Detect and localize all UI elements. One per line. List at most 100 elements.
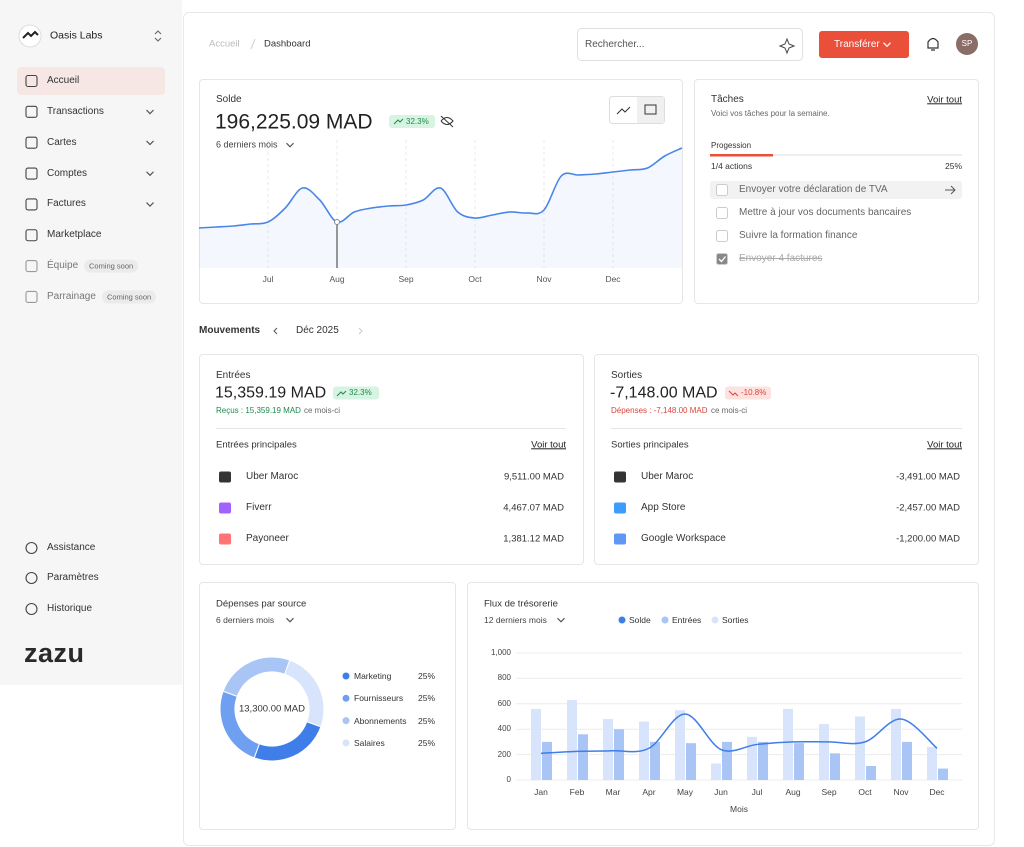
row-amount: 9,511.00 MAD bbox=[503, 471, 564, 483]
row-amount: -2,457.00 MAD bbox=[896, 502, 960, 514]
bar bbox=[686, 743, 696, 780]
nav-item[interactable]: Équipe bbox=[47, 260, 79, 272]
flow-link[interactable]: Voir tout bbox=[927, 439, 962, 451]
x-tick-label: Jul bbox=[751, 786, 763, 797]
expenses-period[interactable]: 6 derniers mois bbox=[216, 614, 275, 625]
legend-label: Solde bbox=[629, 614, 651, 625]
expenses-title: Dépenses par source bbox=[216, 598, 307, 610]
bar bbox=[650, 741, 660, 780]
movements-month: Déc 2025 bbox=[296, 325, 339, 336]
flow-title: Entrées bbox=[216, 370, 251, 381]
flow-change: -10.8% bbox=[741, 388, 767, 398]
nav-item[interactable]: Comptes bbox=[47, 167, 88, 179]
legend-label: Salaires bbox=[354, 737, 385, 748]
expenses-card bbox=[199, 582, 456, 830]
bar bbox=[603, 719, 613, 780]
flow-amount: -7,148.00 MAD bbox=[610, 384, 718, 402]
task-item[interactable]: Suivre la formation finance bbox=[739, 230, 858, 241]
search-placeholder[interactable]: Rechercher... bbox=[585, 39, 645, 50]
breadcrumb-link[interactable]: Accueil bbox=[209, 38, 240, 50]
nav-icon bbox=[25, 136, 38, 149]
sidebar bbox=[0, 0, 182, 685]
transfer-button-label[interactable]: Transférer bbox=[834, 38, 880, 50]
nav-item[interactable]: Accueil bbox=[47, 75, 80, 86]
nav-badge-bg bbox=[102, 290, 156, 304]
legend-value: 25% bbox=[417, 715, 435, 726]
task-item[interactable]: Envoyer 4 factures bbox=[739, 253, 823, 264]
nav-item[interactable]: Cartes bbox=[47, 136, 77, 148]
bar bbox=[855, 716, 865, 780]
solde-line bbox=[540, 713, 938, 755]
org-name: Oasis Labs bbox=[50, 29, 103, 42]
balance-period[interactable]: 6 derniers mois bbox=[216, 139, 278, 150]
trend-icon bbox=[336, 390, 347, 397]
nav-icon bbox=[25, 167, 38, 180]
nav-item[interactable]: Factures bbox=[47, 198, 86, 210]
legend-label: Sorties bbox=[722, 614, 749, 625]
donut-center-label: 13,300.00 MAD bbox=[238, 703, 306, 715]
search-box bbox=[577, 28, 803, 61]
nav-icon bbox=[25, 290, 38, 304]
row-name: Uber Maroc bbox=[641, 471, 694, 482]
x-tick-label: Nov bbox=[893, 786, 909, 797]
avatar bbox=[956, 33, 978, 55]
tasks-title: Tâches bbox=[711, 94, 744, 105]
footer-item[interactable]: Paramètres bbox=[47, 572, 99, 583]
cashflow-period[interactable]: 12 derniers mois bbox=[484, 614, 547, 625]
next-month bbox=[358, 327, 363, 335]
x-tick-label: Jul bbox=[262, 273, 274, 284]
flow-link[interactable]: Voir tout bbox=[531, 439, 566, 451]
inflows-card bbox=[199, 354, 584, 565]
y-tick-label: 800 bbox=[497, 673, 511, 683]
breadcrumb-separator bbox=[250, 38, 256, 50]
table-view-icon bbox=[644, 104, 657, 115]
task-item[interactable]: Envoyer votre déclaration de TVA bbox=[739, 184, 888, 195]
legend-label: Entrées bbox=[672, 614, 702, 625]
tasks-subtitle: Voici vos tâches pour la semaine. bbox=[711, 109, 830, 119]
flow-note: Dépenses : -7,148.00 MAD bbox=[611, 406, 708, 416]
tasks-link[interactable]: Voir tout bbox=[927, 94, 962, 106]
row-amount: -3,491.00 MAD bbox=[896, 471, 960, 483]
bar bbox=[531, 708, 541, 780]
flow-title: Sorties bbox=[611, 370, 643, 381]
nav-icon bbox=[25, 198, 38, 211]
cashflow-card bbox=[467, 582, 979, 830]
y-tick-label: 400 bbox=[497, 724, 511, 734]
footer-item[interactable]: Assistance bbox=[47, 542, 96, 553]
bar bbox=[938, 768, 948, 780]
task-checkbox bbox=[716, 184, 728, 196]
flow-amount: 15,359.19 MAD bbox=[215, 384, 327, 402]
nav-item[interactable]: Marketplace bbox=[47, 229, 102, 241]
chevron-icon bbox=[146, 171, 154, 177]
x-tick-label: Aug bbox=[785, 786, 801, 797]
balance-line bbox=[198, 147, 683, 229]
row-amount: 4,467.07 MAD bbox=[503, 502, 564, 514]
x-tick-label: Jan bbox=[534, 786, 548, 797]
bar bbox=[578, 734, 588, 780]
bar bbox=[758, 741, 768, 780]
task-checkbox bbox=[716, 207, 728, 219]
task-hover-bg bbox=[710, 181, 962, 199]
legend-dot bbox=[342, 739, 350, 747]
row-logo bbox=[614, 533, 626, 545]
area-fill bbox=[199, 148, 682, 268]
bar bbox=[927, 746, 937, 780]
legend-dot bbox=[342, 694, 350, 702]
row-name: Uber Maroc bbox=[246, 471, 299, 482]
chevron-icon bbox=[557, 617, 565, 623]
hide-icon bbox=[440, 115, 454, 128]
nav-item[interactable]: Parrainage bbox=[47, 290, 96, 302]
bar bbox=[614, 729, 624, 780]
bar bbox=[819, 724, 829, 780]
task-item[interactable]: Mettre à jour vos documents bancaires bbox=[739, 207, 912, 218]
donut-segment bbox=[219, 690, 260, 759]
legend-label: Abonnements bbox=[354, 715, 407, 726]
task-check bbox=[718, 256, 727, 263]
footer-item[interactable]: Historique bbox=[47, 603, 93, 614]
nav-item[interactable]: Transactions bbox=[47, 105, 104, 117]
flow-change-pill bbox=[333, 386, 379, 400]
footer-icon bbox=[25, 541, 38, 555]
nav-icon bbox=[25, 105, 38, 118]
row-logo bbox=[219, 533, 231, 545]
